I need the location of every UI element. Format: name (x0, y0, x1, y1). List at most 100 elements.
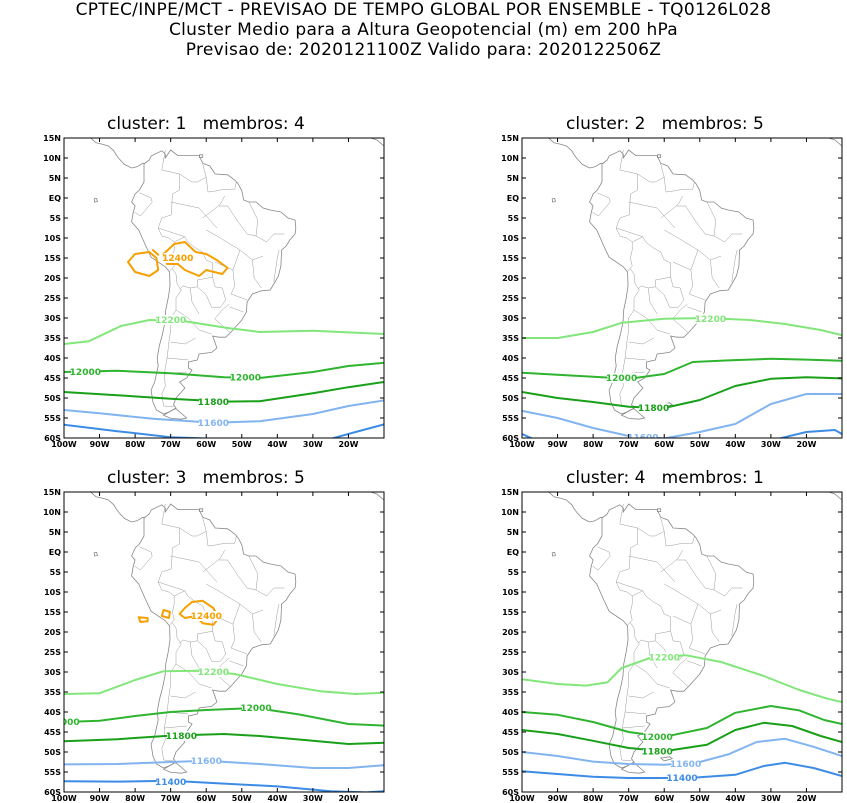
contour-11400 (330, 423, 384, 438)
lat-tick-label: 30S (502, 314, 519, 323)
political-border (273, 603, 280, 637)
political-border (672, 615, 692, 625)
lon-tick-label: 70W (619, 440, 639, 449)
political-border (660, 195, 683, 219)
political-border (252, 259, 262, 289)
contour-12400 (160, 609, 171, 619)
contour-label: 12000 (48, 718, 79, 728)
coastline-trinidad (199, 508, 204, 512)
lat-tick-label: EQ (507, 548, 519, 557)
political-border (218, 201, 259, 237)
lat-tick-label: 55S (44, 768, 61, 777)
contour-12000 (522, 357, 842, 380)
lat-tick-label: 25S (44, 648, 61, 657)
lat-tick-label: 5S (508, 568, 520, 577)
political-border (134, 192, 153, 217)
political-border (663, 531, 695, 547)
political-border (731, 249, 738, 283)
contour-label: 12000 (230, 373, 261, 383)
coastline-central-america (90, 138, 145, 169)
political-border (170, 691, 196, 699)
contour-label: 11400 (155, 778, 186, 788)
lon-tick-label: 100W (51, 794, 77, 803)
political-border (214, 303, 231, 333)
contour-12400 (162, 241, 229, 277)
contour-label: 11600 (670, 760, 701, 770)
contour-12000 (522, 705, 842, 738)
contour-12200 (64, 319, 384, 345)
panel-2-title: cluster: 2 membros: 5 (566, 114, 764, 134)
panel-1-title: cluster: 1 membros: 4 (107, 114, 305, 134)
map-frame (521, 137, 843, 439)
lat-tick-label: 35S (502, 688, 519, 697)
political-border (615, 568, 633, 626)
contour-label: 11600 (191, 757, 222, 767)
political-border (205, 177, 237, 193)
lon-tick-label: 90W (90, 440, 110, 449)
coastline-africa (817, 138, 842, 147)
political-border (189, 287, 200, 315)
lat-tick-label: 40S (502, 708, 519, 717)
contour-label: 11800 (198, 398, 229, 408)
contour-11600 (64, 759, 384, 769)
political-border (619, 149, 638, 215)
contour-11400 (522, 761, 842, 779)
lat-tick-label: 5N (507, 528, 519, 537)
political-border (592, 192, 611, 217)
lon-tick-label: 40W (267, 440, 287, 449)
political-border (175, 309, 212, 335)
lat-tick-label: 45S (44, 728, 61, 737)
political-border (655, 277, 685, 308)
lat-tick-label: 50S (44, 394, 61, 403)
lat-tick-label: 60S (44, 788, 61, 797)
coastline-africa (359, 138, 384, 147)
lat-tick-label: 50S (502, 394, 519, 403)
map-frame (63, 491, 385, 793)
political-border (230, 603, 241, 649)
lon-tick-label: 50W (232, 794, 252, 803)
political-border (731, 603, 738, 637)
political-border (710, 613, 720, 643)
contour-label: 12400 (191, 612, 222, 622)
political-border (689, 293, 706, 301)
lat-tick-label: 10S (44, 234, 61, 243)
political-border (622, 725, 645, 729)
header-line-3: Previsao de: 2020121100Z Valido para: 20… (185, 40, 662, 60)
political-border (628, 555, 676, 583)
contour-label: 12000 (70, 368, 101, 378)
lat-tick-label: 25S (502, 294, 519, 303)
political-border (710, 259, 720, 289)
lat-tick-label: 50S (502, 748, 519, 757)
political-border (660, 549, 683, 573)
lon-tick-label: 60W (196, 440, 216, 449)
political-border (672, 303, 689, 333)
political-border (167, 357, 189, 361)
lat-tick-label: 45S (502, 728, 519, 737)
political-border (179, 517, 207, 537)
political-border (161, 268, 182, 408)
lat-tick-label: 20S (502, 628, 519, 637)
political-border (633, 663, 670, 689)
lon-tick-label: 30W (303, 440, 323, 449)
political-border (625, 357, 647, 361)
political-border (161, 503, 180, 569)
lat-tick-label: 30S (44, 668, 61, 677)
contour-label: 12000 (240, 704, 271, 714)
political-border (158, 581, 185, 592)
coastline-falklands (659, 756, 674, 762)
header-line-1: CPTEC/INPE/MCT - PREVISAO DE TEMPO GLOBA… (75, 0, 772, 20)
contour-12000 (64, 707, 384, 727)
lon-tick-label: 90W (548, 440, 568, 449)
lon-tick-label: 60W (654, 794, 674, 803)
contour-label: 11800 (638, 404, 669, 414)
political-border (161, 622, 182, 762)
political-border (164, 725, 187, 729)
lat-tick-label: 25S (502, 648, 519, 657)
political-border (713, 587, 743, 597)
political-border (161, 149, 180, 215)
political-border (170, 555, 218, 583)
coastline-galapagos (93, 551, 98, 557)
coastline-tierra-del-fuego (162, 408, 188, 420)
contour-label: 12000 (641, 733, 672, 743)
political-border (205, 531, 237, 547)
